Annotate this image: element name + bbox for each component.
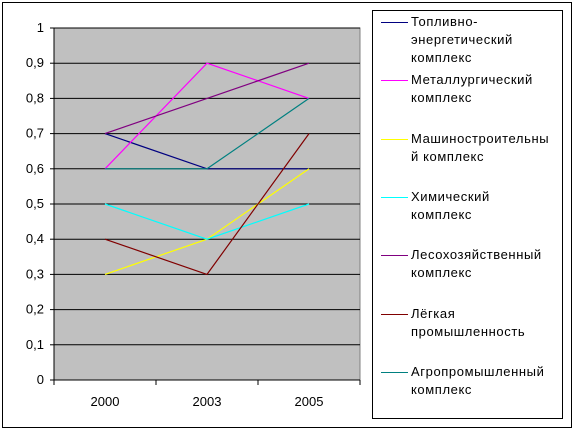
- legend-swatch: [381, 22, 408, 23]
- legend-item: Металлургический комплекс: [373, 71, 562, 129]
- series-line-6: [104, 133, 310, 276]
- legend-label-line: энергетический: [411, 32, 513, 47]
- y-tick-label: 0: [37, 372, 44, 387]
- legend-label-line: Агропромышленный: [411, 363, 545, 379]
- legend-swatch: [381, 371, 408, 373]
- legend-label-line: комплекс: [411, 90, 472, 106]
- legend-label-line: Машиностроительны: [411, 130, 550, 146]
- legend-swatch: [381, 313, 408, 315]
- legend-label-line: комплекс: [411, 381, 472, 397]
- y-tick-label: 0,6: [26, 161, 44, 176]
- legend-label: Агропромышленный комплекс: [411, 363, 561, 399]
- legend-label-line: Топливно-: [411, 14, 479, 29]
- legend-label-line: комплекс: [411, 206, 472, 222]
- legend-item: Химический комплекс: [373, 188, 562, 246]
- x-tick-label: 2003: [193, 394, 222, 409]
- legend-label-line: й комплекс: [411, 148, 485, 164]
- y-tick-label: 0,3: [26, 266, 44, 281]
- series-lines: [104, 62, 310, 276]
- axes: [50, 27, 361, 385]
- legend-label: Химический комплекс: [411, 188, 561, 224]
- legend-label: Топливно-энергетический комплекс: [411, 13, 561, 67]
- legend-label-line: Металлургический: [411, 72, 533, 88]
- series-line-7: [105, 97, 310, 170]
- legend-label-line: комплекс: [411, 265, 472, 281]
- legend-label: Лёгкая промышленность: [411, 305, 561, 341]
- legend-swatch: [381, 80, 408, 82]
- y-tick-label: 0,4: [26, 231, 44, 246]
- legend-swatch: [381, 196, 408, 198]
- legend-label-line: комплекс: [411, 50, 472, 65]
- legend-item: Топливно-энергетический комплекс: [373, 13, 562, 71]
- legend-label: Лесохозяйственный комплекс: [411, 246, 561, 282]
- legend-label: Машиностроительны й комплекс: [411, 130, 561, 166]
- x-tick-label: 2005: [295, 394, 324, 409]
- legend-swatch: [381, 138, 408, 140]
- legend-item: Лесохозяйственный комплекс: [373, 246, 562, 304]
- y-tick-label: 0,7: [26, 126, 44, 141]
- legend-label-line: Лесохозяйственный: [411, 247, 542, 263]
- y-tick-label: 0,8: [26, 90, 44, 105]
- legend-label: Металлургический комплекс: [411, 71, 561, 107]
- legend-item: Лёгкая промышленность: [373, 305, 562, 363]
- legend-label-line: Лёгкая: [411, 305, 456, 321]
- legend-swatch: [381, 255, 408, 257]
- legend-label-line: промышленность: [411, 323, 526, 339]
- series-line-2: [104, 62, 310, 170]
- tick-labels: 0 0,1 0,2 0,3 0,4 0,5 0,6 0,7 0,8 0,9 1 2000 2003 200…: [26, 20, 324, 409]
- series-line-5: [104, 62, 310, 135]
- x-tick-label: 2000: [91, 394, 120, 409]
- series-line-4: [104, 203, 310, 240]
- y-tick-label: 0,5: [26, 196, 44, 211]
- y-tick-label: 1: [37, 20, 44, 35]
- legend-item: Агропромышленный комплекс: [373, 363, 562, 421]
- y-tick-label: 0,1: [26, 337, 44, 352]
- legend-item: Машиностроительны й комплекс: [373, 130, 562, 188]
- y-tick-label: 0,2: [26, 302, 44, 317]
- legend: Топливно-энергетический комплекс Металлург…: [372, 10, 563, 419]
- legend-label-line: Химический: [411, 188, 490, 204]
- y-tick-label: 0,9: [26, 55, 44, 70]
